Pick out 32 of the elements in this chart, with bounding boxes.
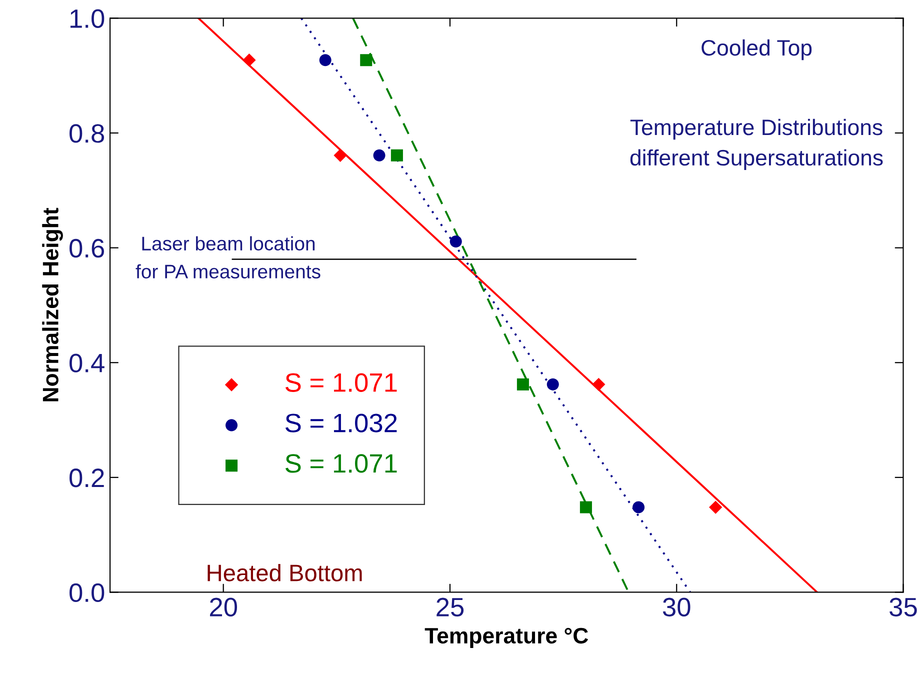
- annotation: Temperature Distributions different Supersaturations: [630, 118, 883, 170]
- legend-label: S = 1.071: [286, 373, 397, 392]
- point: [319, 54, 332, 66]
- point: [632, 501, 645, 514]
- x-tick-label: 35: [890, 598, 917, 616]
- x-axis-title: Temperature °C: [424, 628, 588, 648]
- y-tick-label: 0.0: [70, 583, 104, 602]
- point: [373, 149, 386, 162]
- point: [709, 500, 722, 514]
- point: [242, 53, 256, 67]
- y-tick-label: 0.6: [70, 238, 104, 258]
- legend-label: S = 1.032: [286, 414, 397, 432]
- y-tick-label: 0.2: [70, 468, 104, 488]
- y-tick-label: 1.0: [70, 9, 104, 28]
- y-tick-label: 0.4: [70, 354, 104, 372]
- annotation: Cooled Top: [702, 39, 812, 60]
- point: [360, 54, 372, 66]
- point: [516, 378, 529, 390]
- y-axis-title: Normalized Height: [42, 208, 63, 402]
- point: [546, 378, 559, 390]
- point: [592, 378, 606, 392]
- point: [390, 149, 403, 162]
- x-tick-label: 30: [662, 598, 690, 616]
- y-tick-label: 0.8: [70, 124, 104, 143]
- legend-label: S = 1.071: [286, 454, 397, 473]
- x-tick-label: 20: [210, 598, 237, 616]
- annotation: Heated Bottom: [208, 564, 362, 582]
- point: [580, 501, 592, 514]
- x-tick-label: 25: [436, 598, 464, 616]
- point: [450, 235, 462, 248]
- point: [334, 148, 347, 162]
- annotation: Laser beam location for PA measurements: [136, 236, 320, 278]
